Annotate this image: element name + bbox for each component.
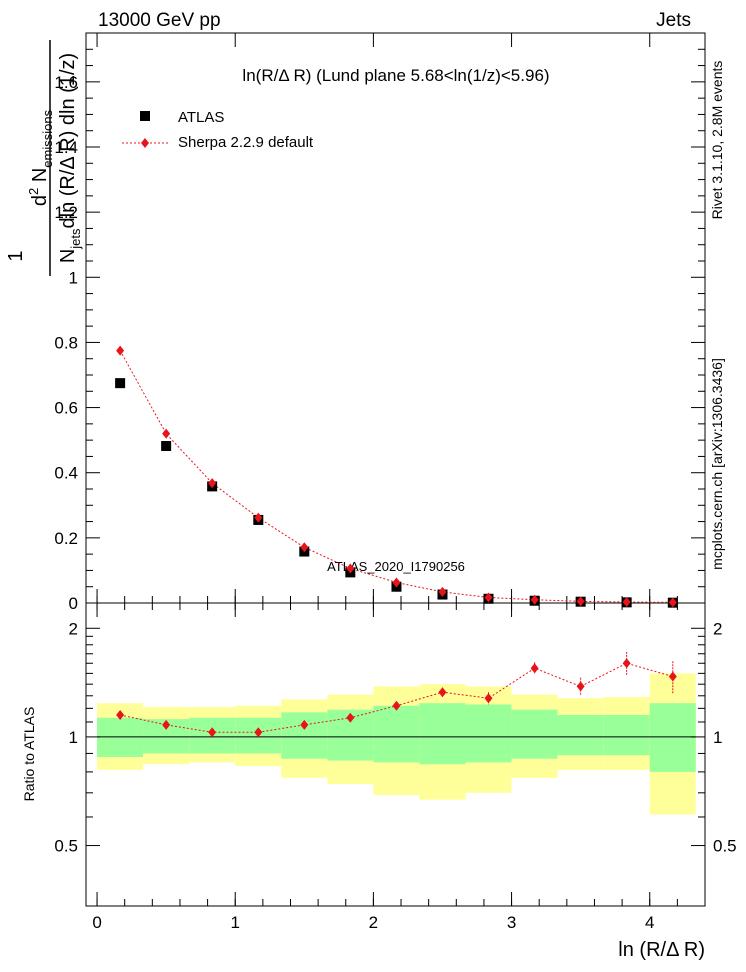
band-stat — [419, 703, 466, 765]
sherpa-point — [576, 596, 585, 607]
ratio-axis-ticks: 0 1 2 3 4 0.5 0.5 1 1 2 2 — [54, 603, 737, 932]
ratio-point — [668, 671, 677, 682]
rivet-label: Rivet 3.1.10, 2.8M events — [709, 61, 725, 220]
legend-label-sherpa: Sherpa 2.2.9 default — [178, 134, 314, 151]
atlas-point — [161, 441, 172, 452]
legend-marker-atlas — [140, 111, 150, 121]
band-stat — [465, 704, 512, 763]
sherpa-point — [622, 597, 631, 608]
main-y-tick-label: 0.4 — [54, 464, 78, 483]
ylabel-denominator: Njetsdln (R/Δ R) dln (1/z) — [57, 53, 83, 263]
ylabel-numerator: 1 — [5, 250, 27, 261]
main-y-tick-label: 1.2 — [54, 203, 78, 222]
ratio-uncertainty-bands — [97, 673, 696, 815]
svg-text:d2 Nemissions: d2 Nemissions — [26, 109, 55, 206]
band-stat — [511, 709, 558, 759]
ratio-point — [392, 700, 401, 711]
ratio-x-axis-title: ln (R/Δ R) — [618, 939, 705, 961]
sherpa-point — [300, 542, 309, 553]
ylabel-n: N — [29, 168, 51, 188]
analysis-watermark: ATLAS_2020_I1790256 — [327, 559, 465, 574]
band-stat — [557, 715, 604, 756]
band-stat — [281, 712, 328, 759]
main-y-tick-label: 0.2 — [54, 529, 78, 548]
ratio-y-tick-label-right: 1 — [713, 728, 722, 747]
sherpa-point — [392, 577, 401, 588]
ratio-y-axis-title: Ratio to ATLAS — [21, 707, 37, 802]
plot-title: ln(R/Δ R) (Lund plane 5.68<ln(1/z)<5.96) — [242, 66, 549, 85]
legend-marker-sherpa — [141, 138, 149, 148]
ratio-x-tick-label: 1 — [230, 913, 239, 932]
ylabel-rest: dln (R/Δ R) dln (1/z) — [57, 53, 79, 229]
band-stat — [373, 705, 420, 763]
ratio-point — [300, 719, 309, 730]
ratio-point — [438, 687, 447, 698]
ratio-point — [254, 727, 263, 738]
sherpa-point — [530, 594, 539, 605]
sherpa-point — [116, 345, 125, 356]
ylabel-jets: jets — [68, 228, 83, 250]
main-y-tick-label: 1 — [69, 268, 78, 287]
mcplots-label: mcplots.cern.ch [arXiv:1306.3436] — [709, 358, 725, 570]
atlas-point — [115, 378, 126, 389]
ratio-x-tick-label: 2 — [369, 913, 378, 932]
ratio-point — [530, 663, 539, 674]
ratio-plot-frame — [85, 602, 706, 907]
ratio-x-tick-label: 4 — [645, 913, 654, 932]
sherpa-point — [162, 428, 171, 439]
ratio-point — [484, 693, 493, 704]
sherpa-point — [438, 586, 447, 597]
sherpa-point — [208, 478, 217, 489]
ratio-y-tick-label: 1 — [69, 728, 78, 747]
ylabel-denom-n: N — [57, 249, 79, 263]
main-y-tick-label: 0.8 — [54, 333, 78, 352]
svg-text:Njetsdln (R/Δ R) dln (1/z): Njetsdln (R/Δ R) dln (1/z) — [57, 53, 83, 263]
ratio-series-sherpa — [116, 651, 677, 738]
sherpa-point — [346, 563, 355, 574]
main-y-axis-title: d2 Nemissions — [26, 109, 55, 206]
ratio-y-tick-label: 2 — [69, 619, 78, 638]
ylabel-d: d — [29, 195, 51, 206]
sherpa-point — [484, 592, 493, 603]
main-series — [115, 345, 678, 608]
main-y-tick-label: 0.6 — [54, 399, 78, 418]
sherpa-point — [668, 597, 677, 608]
ratio-y-tick-label: 0.5 — [54, 837, 78, 856]
ratio-x-tick-label: 3 — [507, 913, 516, 932]
ratio-point — [162, 719, 171, 730]
legend-label-atlas: ATLAS — [178, 109, 224, 126]
main-y-tick-label: 0 — [69, 594, 78, 613]
ylabel-emissions: emissions — [40, 109, 55, 167]
ratio-x-tick-label: 0 — [92, 913, 101, 932]
sherpa-point — [254, 512, 263, 523]
header-left: 13000 GeV pp — [98, 10, 221, 31]
ratio-point — [346, 712, 355, 723]
main-y-tick-label: 1.6 — [54, 73, 78, 92]
main-y-tick-label: 1.4 — [54, 138, 78, 157]
ratio-point — [208, 727, 217, 738]
main-axis-ticks: 0 0.2 0.4 0.6 0.8 1 1.2 1.4 1.6 — [54, 33, 705, 613]
ylabel-sup: 2 — [26, 188, 41, 195]
ratio-point — [622, 658, 631, 669]
band-stat — [649, 703, 696, 772]
ratio-y-tick-label-right: 0.5 — [713, 837, 737, 856]
band-stat — [603, 715, 650, 756]
header-right: Jets — [656, 10, 691, 31]
ratio-point — [576, 681, 585, 692]
ratio-y-tick-label-right: 2 — [713, 619, 722, 638]
ratio-point — [116, 710, 125, 721]
